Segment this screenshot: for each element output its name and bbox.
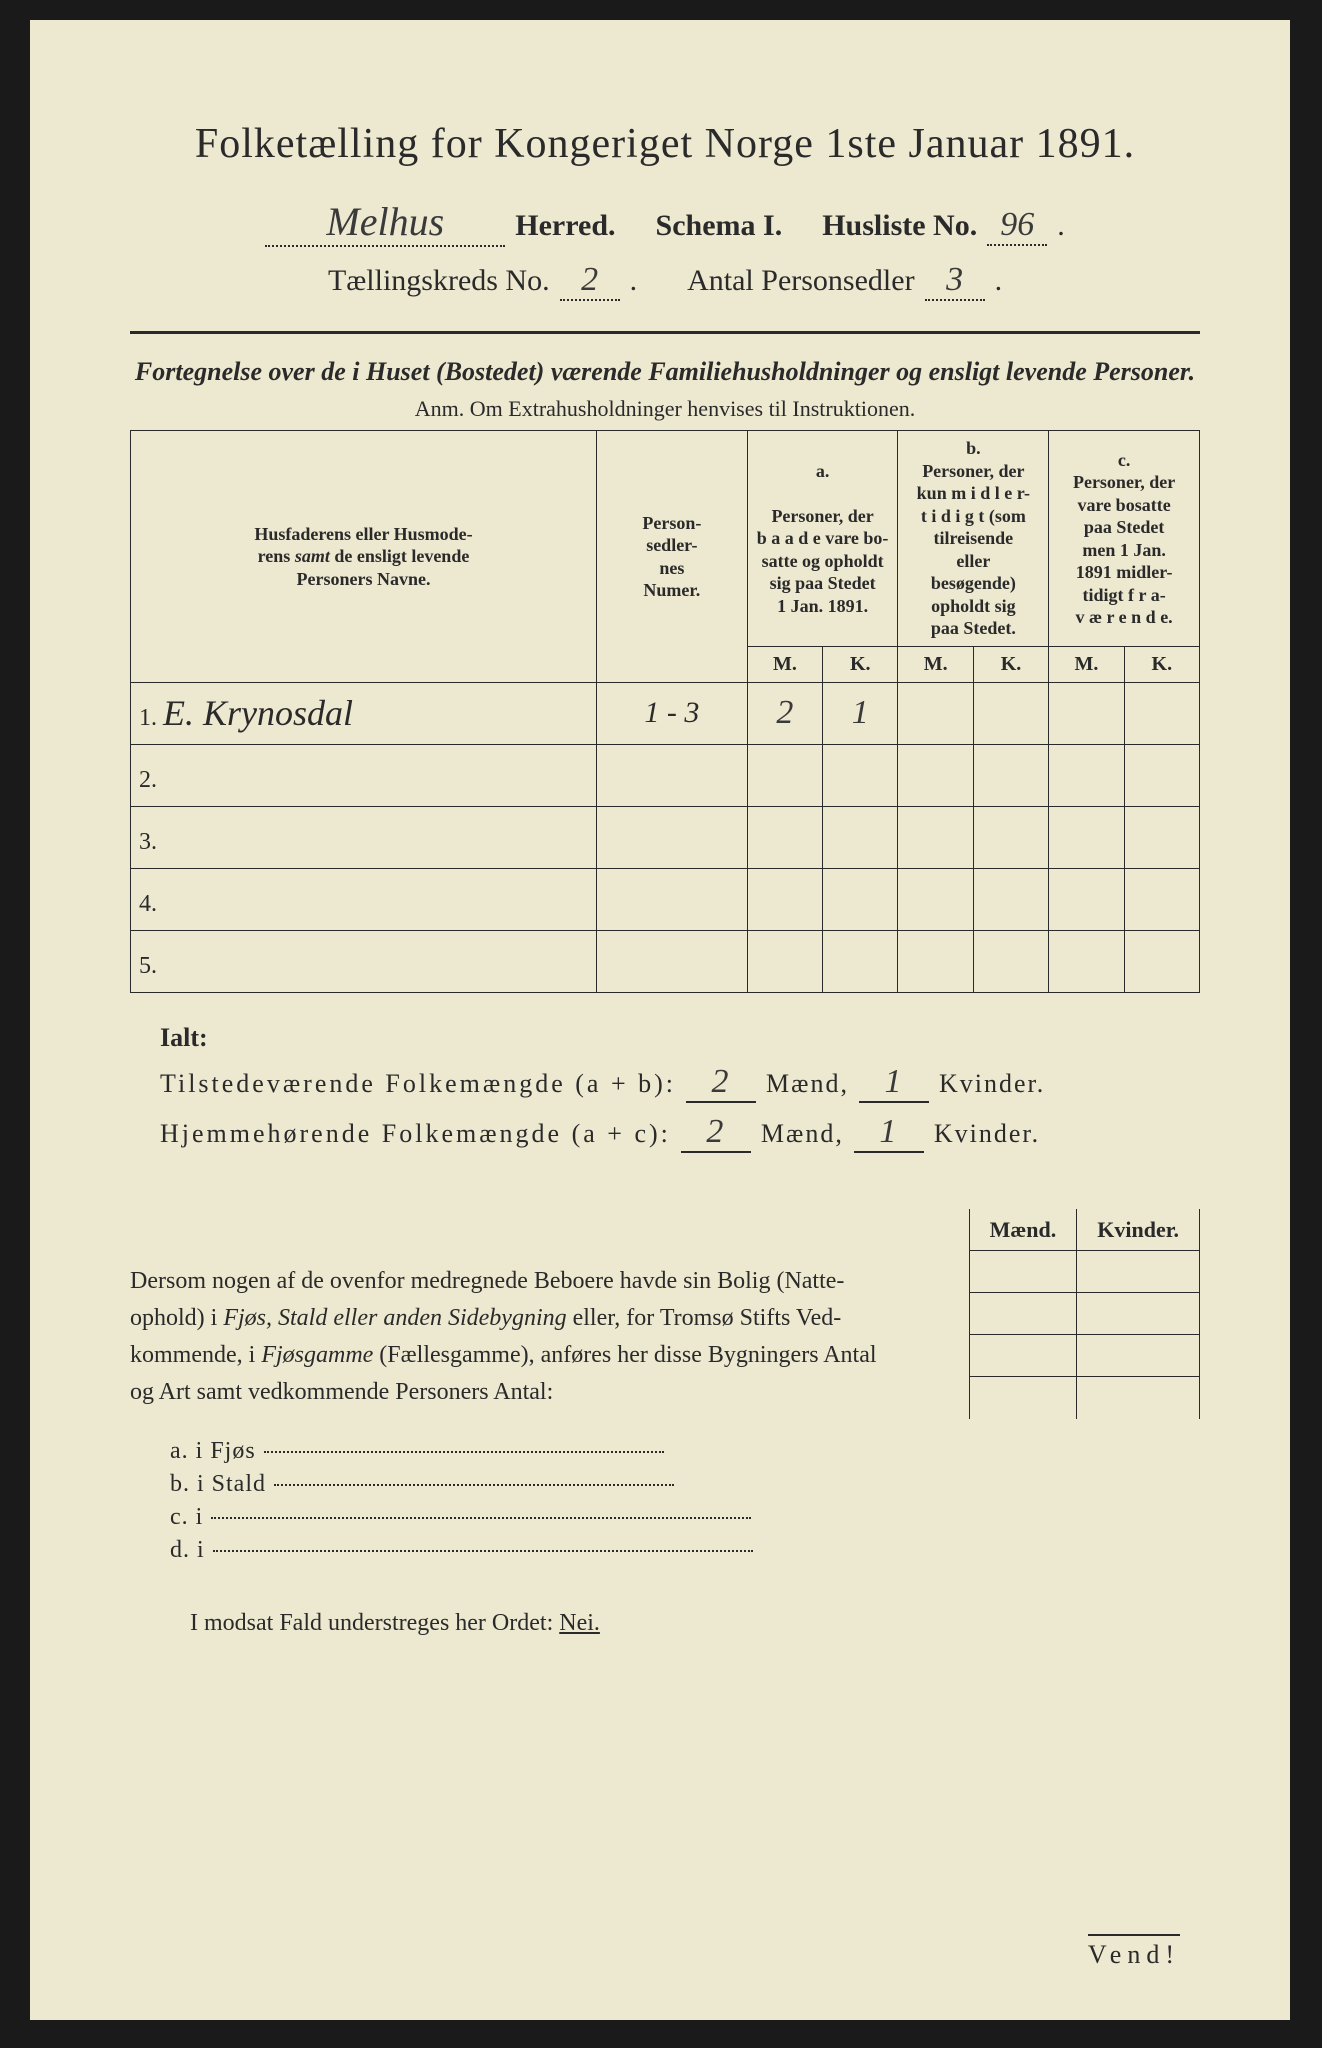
husliste-label: Husliste No. xyxy=(822,209,977,243)
vend-label: Vend! xyxy=(1088,1934,1180,1970)
building-c: c. i xyxy=(170,1504,1200,1531)
row-a-m xyxy=(747,806,822,868)
row-a-k xyxy=(823,868,898,930)
schema-label: Schema I. xyxy=(656,209,783,243)
row-b-m xyxy=(898,744,973,806)
row-b-k xyxy=(973,744,1048,806)
row-b-m xyxy=(898,806,973,868)
row-a-m xyxy=(747,868,822,930)
sum-line-1: Tilstedeværende Folkemængde (a + b): 2 M… xyxy=(160,1063,1200,1103)
row-name-cell: 5. xyxy=(131,930,597,992)
household-table: Husfaderens eller Husmode-rens samt de e… xyxy=(130,430,1200,993)
nei-line: I modsat Fald understreges her Ordet: Ne… xyxy=(190,1610,1200,1637)
row-c-m xyxy=(1049,930,1124,992)
sum2-m-label: Mænd, xyxy=(761,1119,844,1149)
col-names-header: Husfaderens eller Husmode-rens samt de e… xyxy=(131,431,597,683)
c-k-header: K. xyxy=(1124,646,1199,682)
row-name-cell: 3. xyxy=(131,806,597,868)
row-name-cell: 1. E. Krynosdal xyxy=(131,682,597,744)
row-c-k xyxy=(1124,930,1199,992)
row-c-k xyxy=(1124,868,1199,930)
row-name-cell: 4. xyxy=(131,868,597,930)
sum1-m-label: Mænd, xyxy=(766,1069,849,1099)
row-a-k xyxy=(823,744,898,806)
sum1-k-label: Kvinder. xyxy=(939,1069,1045,1099)
table-row: 5. xyxy=(131,930,1200,992)
herred-value: Melhus xyxy=(265,198,505,247)
building-d: d. i xyxy=(170,1537,1200,1564)
col-c-header: c. Personer, dervare bosattepaa Stedetme… xyxy=(1049,431,1200,647)
table-row: 3. xyxy=(131,806,1200,868)
kreds-value: 2 xyxy=(560,261,620,301)
col-b-header: b. Personer, derkun m i d l e r-t i d i … xyxy=(898,431,1049,647)
page-title: Folketælling for Kongeriget Norge 1ste J… xyxy=(130,120,1200,168)
row-numer-cell xyxy=(596,930,747,992)
a-m-header: M. xyxy=(747,646,822,682)
c-m-header: M. xyxy=(1049,646,1124,682)
sum1-m: 2 xyxy=(686,1063,756,1103)
building-section: Mænd. Kvinder. Dersom nogen af de ovenfo… xyxy=(130,1203,1200,1570)
antal-value: 3 xyxy=(925,261,985,301)
row-a-k xyxy=(823,930,898,992)
b-m-header: M. xyxy=(898,646,973,682)
building-a: a. i Fjøs xyxy=(170,1438,1200,1465)
row-c-k xyxy=(1124,744,1199,806)
census-form-page: Folketælling for Kongeriget Norge 1ste J… xyxy=(30,20,1290,2020)
row-c-k xyxy=(1124,682,1199,744)
herred-label: Herred. xyxy=(515,209,615,243)
nei-label: I modsat Fald understreges her Ordet: xyxy=(190,1610,553,1636)
sum2-label: Hjemmehørende Folkemængde (a + c): xyxy=(160,1119,671,1149)
ialt-label: Ialt: xyxy=(160,1023,1200,1053)
row-a-m: 2 xyxy=(747,682,822,744)
row-b-m xyxy=(898,868,973,930)
row-name-cell: 2. xyxy=(131,744,597,806)
husliste-value: 96 xyxy=(987,206,1047,246)
row-a-k: 1 xyxy=(823,682,898,744)
header-line-2: Melhus Herred. Schema I. Husliste No. 96… xyxy=(130,198,1200,247)
row-c-m xyxy=(1049,806,1124,868)
a-k-header: K. xyxy=(823,646,898,682)
header-line-3: Tællingskreds No. 2. Antal Personsedler … xyxy=(130,261,1200,301)
row-numer-cell xyxy=(596,806,747,868)
table-row: 4. xyxy=(131,868,1200,930)
row-numer-cell xyxy=(596,868,747,930)
row-b-k xyxy=(973,930,1048,992)
sum-line-2: Hjemmehørende Folkemængde (a + c): 2 Mæn… xyxy=(160,1113,1200,1153)
horizontal-rule xyxy=(130,331,1200,334)
row-c-m xyxy=(1049,868,1124,930)
col-numer-header: Person-sedler-nesNumer. xyxy=(596,431,747,683)
row-b-m xyxy=(898,682,973,744)
row-c-m xyxy=(1049,682,1124,744)
sum2-m: 2 xyxy=(681,1113,751,1153)
sum2-k: 1 xyxy=(854,1113,924,1153)
sum1-label: Tilstedeværende Folkemængde (a + b): xyxy=(160,1069,676,1099)
mk-k-header: Kvinder. xyxy=(1077,1209,1200,1251)
row-a-m xyxy=(747,744,822,806)
table-row: 2. xyxy=(131,744,1200,806)
table-row: 1. E. Krynosdal1 - 321 xyxy=(131,682,1200,744)
mk-m-header: Mænd. xyxy=(969,1209,1077,1251)
row-b-k xyxy=(973,682,1048,744)
antal-label: Antal Personsedler xyxy=(687,264,914,298)
b-k-header: K. xyxy=(973,646,1048,682)
annotation-line: Anm. Om Extrahusholdninger henvises til … xyxy=(130,396,1200,422)
building-b: b. i Stald xyxy=(170,1471,1200,1498)
mk-side-table: Mænd. Kvinder. xyxy=(969,1209,1200,1419)
row-numer-cell xyxy=(596,744,747,806)
row-b-k xyxy=(973,806,1048,868)
sum2-k-label: Kvinder. xyxy=(934,1119,1040,1149)
row-a-k xyxy=(823,806,898,868)
row-a-m xyxy=(747,930,822,992)
col-a-header: a. Personer, derb a a d e vare bo-satte … xyxy=(747,431,898,647)
sub-title: Fortegnelse over de i Huset (Bostedet) v… xyxy=(130,354,1200,390)
sum1-k: 1 xyxy=(859,1063,929,1103)
kreds-label: Tællingskreds No. xyxy=(328,264,550,298)
row-numer-cell: 1 - 3 xyxy=(596,682,747,744)
row-b-m xyxy=(898,930,973,992)
nei-word: Nei. xyxy=(559,1610,600,1636)
row-c-m xyxy=(1049,744,1124,806)
row-c-k xyxy=(1124,806,1199,868)
row-b-k xyxy=(973,868,1048,930)
